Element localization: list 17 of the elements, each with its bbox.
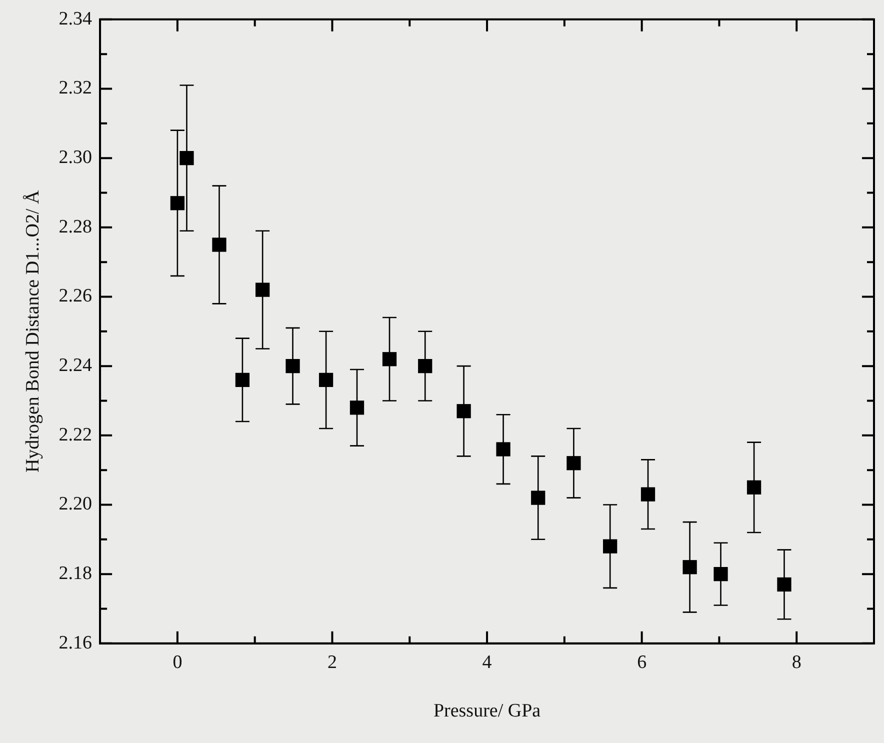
- x-tick-label: 8: [792, 652, 802, 673]
- y-tick-label: 2.24: [58, 355, 93, 376]
- y-axis-title: Hydrogen Bond Distance D1...O2/ Å: [22, 190, 44, 473]
- x-axis-title: Pressure/ GPa: [433, 700, 542, 722]
- x-tick-label: 4: [482, 652, 492, 673]
- y-tick-label: 2.30: [58, 147, 92, 168]
- y-tick-label: 2.28: [58, 216, 92, 238]
- y-tick-label: 2.16: [58, 632, 92, 654]
- y-tick-label: 2.32: [58, 78, 92, 99]
- y-tick-label: 2.34: [58, 8, 93, 30]
- x-tick-label: 6: [637, 652, 647, 673]
- x-tick-label: 2: [327, 652, 337, 673]
- x-tick-label: 0: [172, 652, 182, 673]
- y-tick-label: 2.20: [58, 494, 92, 515]
- y-tick-label: 2.26: [58, 286, 92, 307]
- y-tick-label: 2.18: [58, 563, 92, 584]
- y-tick-label: 2.22: [58, 424, 92, 446]
